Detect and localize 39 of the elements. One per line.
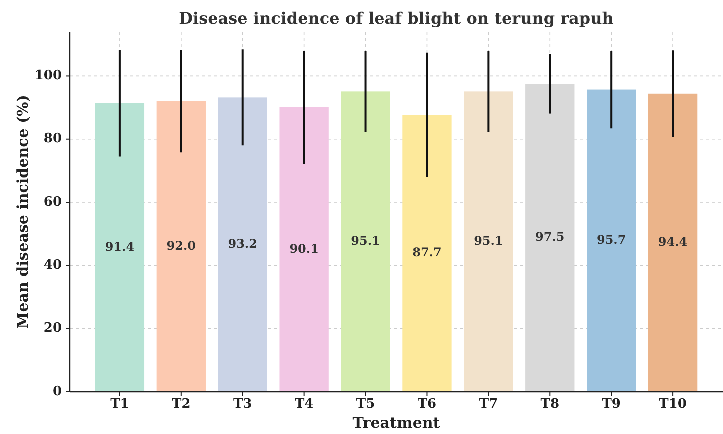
bar: [587, 90, 636, 392]
data-label: 92.0: [166, 238, 196, 253]
bar: [526, 84, 575, 392]
data-label: 87.7: [412, 246, 442, 260]
y-axis-title: Mean disease incidence (%): [14, 95, 32, 329]
x-axis-title: Treatment: [352, 414, 440, 432]
x-tick-label: T2: [172, 397, 191, 412]
y-tick-label: 80: [44, 132, 62, 147]
y-tick-label: 0: [52, 384, 62, 400]
data-label: 95.1: [351, 234, 380, 248]
data-label: 95.1: [474, 234, 504, 248]
y-tick-label: 40: [44, 258, 62, 274]
x-tick-label: T10: [659, 397, 687, 412]
y-tick-label: 60: [44, 194, 62, 210]
y-tick-label: 100: [34, 68, 62, 84]
bar: [341, 92, 390, 392]
data-label: 97.5: [536, 230, 565, 244]
x-tick-label: T9: [602, 397, 621, 412]
x-tick-label: T1: [110, 397, 130, 412]
x-tick-label: T5: [356, 397, 376, 412]
chart-title: Disease incidence of leaf blight on terung rapuh: [179, 9, 614, 28]
bar: [280, 107, 329, 392]
x-tick-label: T7: [479, 397, 498, 412]
data-label: 94.4: [658, 235, 688, 250]
bar: [156, 101, 206, 392]
x-tick-label: T4: [294, 397, 314, 412]
data-label: 93.2: [228, 236, 258, 251]
bar: [218, 98, 268, 392]
bar: [402, 115, 452, 392]
data-label: 91.4: [105, 240, 135, 254]
bar: [464, 92, 514, 392]
y-tick-label: 20: [44, 321, 62, 336]
bar: [95, 103, 145, 392]
x-tick-label: T8: [540, 397, 560, 412]
x-tick-label: T6: [418, 397, 437, 412]
data-label: 95.7: [596, 233, 626, 248]
data-label: 90.1: [290, 242, 319, 256]
bar: [648, 94, 698, 392]
x-tick-label: T3: [233, 397, 252, 412]
